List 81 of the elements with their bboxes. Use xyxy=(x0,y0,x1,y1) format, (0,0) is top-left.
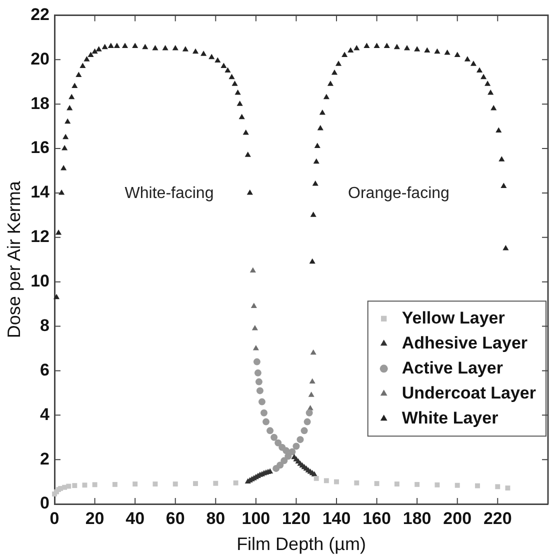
x-tick-label: 140 xyxy=(322,508,351,528)
point xyxy=(310,349,316,355)
point xyxy=(172,482,178,486)
point xyxy=(255,378,262,386)
point xyxy=(280,457,288,464)
point xyxy=(262,418,270,426)
x-tick-label: 20 xyxy=(85,508,104,528)
point xyxy=(300,427,308,434)
annotation: White-facing xyxy=(124,185,214,202)
point xyxy=(475,483,480,488)
y-tick-label: 4 xyxy=(40,404,50,424)
point xyxy=(254,369,262,376)
point xyxy=(250,267,256,272)
point xyxy=(495,484,500,490)
point xyxy=(274,439,282,446)
point xyxy=(193,481,198,486)
point xyxy=(270,434,278,441)
x-tick-label: 200 xyxy=(443,508,472,528)
x-tick-label: 220 xyxy=(483,508,512,528)
point xyxy=(314,476,319,481)
point xyxy=(288,448,296,456)
point xyxy=(374,481,380,486)
point xyxy=(505,486,510,490)
legend-label: Active Layer xyxy=(402,358,504,378)
point xyxy=(152,482,158,486)
point xyxy=(296,436,304,444)
point xyxy=(334,479,339,484)
point xyxy=(253,358,260,366)
point xyxy=(266,427,274,434)
point xyxy=(256,387,264,394)
y-tick-label: 16 xyxy=(30,138,50,158)
x-tick-label: 100 xyxy=(242,508,270,528)
y-tick-label: 12 xyxy=(30,227,50,246)
point xyxy=(82,482,88,488)
point xyxy=(308,392,314,397)
point xyxy=(213,480,218,486)
point xyxy=(233,480,238,486)
legend-label: White Layer xyxy=(402,408,499,428)
point xyxy=(434,482,440,488)
y-tick-label: 14 xyxy=(30,182,50,202)
x-tick-label: 160 xyxy=(362,508,391,528)
point xyxy=(309,378,316,384)
x-tick-label: 80 xyxy=(206,508,226,528)
x-tick-label: 40 xyxy=(126,508,145,528)
point xyxy=(292,442,300,450)
point xyxy=(284,452,292,460)
x-tick-label: 60 xyxy=(166,508,185,528)
point xyxy=(304,418,311,426)
point xyxy=(258,398,266,406)
point xyxy=(394,482,400,486)
point xyxy=(276,462,284,469)
annotation: Orange-facing xyxy=(348,185,450,202)
y-tick-label: 0 xyxy=(40,494,50,513)
point xyxy=(132,482,138,486)
point xyxy=(454,482,460,488)
legend-label: Adhesive Layer xyxy=(402,333,528,352)
y-tick-label: 10 xyxy=(30,272,50,291)
y-tick-label: 8 xyxy=(40,316,50,335)
point xyxy=(354,480,360,486)
legend-label: Yellow Layer xyxy=(402,308,506,328)
point xyxy=(414,482,420,487)
point xyxy=(92,482,98,488)
point xyxy=(112,482,118,487)
point xyxy=(250,302,257,308)
y-axis-title: Dose per Air Kerma xyxy=(4,180,24,338)
point xyxy=(252,344,259,350)
point xyxy=(252,324,258,330)
x-tick-label: 180 xyxy=(402,508,432,528)
y-tick-label: 22 xyxy=(30,4,50,24)
point xyxy=(260,409,268,416)
x-tick-label: 120 xyxy=(282,508,310,528)
legend-label: Undercoat Layer xyxy=(402,383,536,402)
y-tick-label: 6 xyxy=(40,360,50,380)
y-tick-label: 18 xyxy=(30,94,50,113)
point xyxy=(66,484,72,489)
x-axis-title: Film Depth (µm) xyxy=(236,534,366,554)
y-tick-label: 20 xyxy=(30,49,50,68)
y-tick-label: 2 xyxy=(40,449,50,468)
point xyxy=(306,409,313,416)
point xyxy=(72,483,78,488)
point xyxy=(324,478,329,484)
